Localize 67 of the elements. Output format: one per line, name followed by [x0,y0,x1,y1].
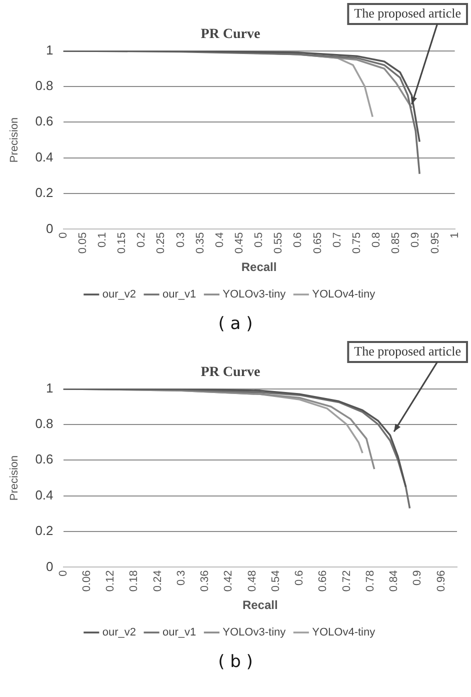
x-tick-label: 0.9 [410,232,422,248]
x-tick-label: 0.35 [194,232,206,254]
legend-label: YOLOv3-tiny [222,626,286,639]
x-tick-label: 0.15 [116,232,128,254]
x-tick-label: 0.4 [214,232,226,248]
x-tick-label: 0.48 [246,570,258,592]
x-tick-label: 0.54 [270,570,282,592]
x-tick-label: 0.6 [292,232,304,248]
legend-label: our_v2 [102,288,136,301]
y-tick-label: 0.2 [35,185,54,200]
y-tick-label: 0.2 [35,523,54,538]
x-tick-label: 0 [57,232,70,238]
x-tick-label: 0.2 [136,232,148,248]
x-tick-label: 0.36 [199,570,212,592]
x-tick-label: 0.65 [312,232,324,254]
y-tick-label: 1 [46,42,54,58]
legend-label: our_v1 [162,288,196,301]
x-tick-label: 0.6 [294,570,306,586]
x-tick-label: 0.42 [222,570,235,592]
legend-label: YOLOv3-tiny [222,288,286,301]
x-tick-label: 0.72 [340,570,353,592]
x-tick-label: 0.3 [175,570,188,586]
legend-label: YOLOv4-tiny [312,288,376,301]
x-tick-label: 0.8 [370,232,383,248]
y-tick-label: 0.8 [35,416,54,432]
annotation: The proposed article [354,343,462,358]
x-tick-label: 0.78 [364,570,376,592]
x-tick-label: 1 [448,232,461,238]
x-tick-label: 0.5 [253,232,266,248]
x-tick-label: 0.95 [429,232,442,254]
legend-label: our_v2 [102,626,136,639]
x-tick-label: 0.18 [128,570,140,592]
y-axis-title: Precision [8,455,21,501]
x-tick-label: 0 [57,570,70,576]
y-tick-label: 0.6 [35,114,54,129]
x-axis-title: Recall [241,260,277,274]
x-tick-label: 0.24 [152,570,164,592]
text: ( b ) [217,651,254,674]
text: ( a ) [217,313,254,336]
x-tick-label: 0.1 [96,232,108,248]
y-axis-title: Precision [8,117,21,163]
x-tick-label: 0.06 [80,570,93,592]
legend-label: our_v1 [162,626,196,639]
x-tick-label: 0.96 [435,570,448,592]
x-tick-label: 0.05 [76,232,89,254]
x-tick-label: 0.85 [390,232,402,254]
x-tick-label: 0.7 [331,232,344,248]
x-tick-label: 0.84 [388,570,400,592]
chart-title: PR Curve [200,27,260,42]
x-tick-label: 0.9 [412,570,424,586]
x-tick-label: 0.75 [350,232,363,254]
y-tick-label: 0.4 [35,149,54,164]
x-tick-label: 0.25 [155,232,168,254]
y-tick-label: 1 [46,380,54,396]
x-tick-label: 0.12 [104,570,117,592]
y-tick-label: 0.8 [35,78,54,94]
legend-label: YOLOv4-tiny [312,626,376,639]
y-tick-label: 0 [46,558,54,574]
chart-title: PR Curve [200,365,260,380]
annotation: The proposed article [354,5,462,20]
x-tick-label: 0.3 [174,232,187,248]
x-tick-label: 0.55 [272,232,285,254]
x-axis-title: Recall [242,598,278,612]
x-tick-label: 0.45 [233,232,246,254]
x-tick-label: 0.66 [317,570,330,592]
y-tick-label: 0.6 [35,452,54,467]
y-tick-label: 0.4 [35,487,54,502]
